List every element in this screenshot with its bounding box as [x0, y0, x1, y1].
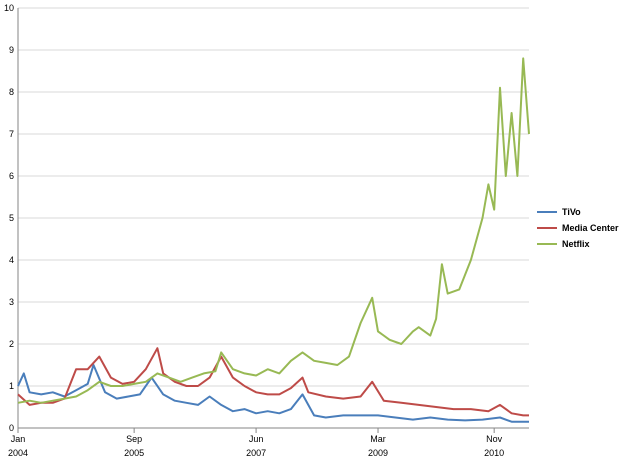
legend-label-netflix: Netflix [562, 239, 590, 249]
legend-label-tivo: TiVo [562, 207, 581, 217]
x-tick-month: Jan [11, 434, 26, 444]
y-tick-label: 1 [9, 381, 14, 391]
legend-label-media-center: Media Center [562, 223, 619, 233]
x-tick-month: Sep [126, 434, 142, 444]
x-tick-month: Nov [486, 434, 503, 444]
y-tick-label: 5 [9, 213, 14, 223]
gridlines [18, 7, 529, 429]
y-tick-label: 2 [9, 339, 14, 349]
x-tick-year: 2004 [8, 448, 28, 458]
x-axis-ticks: Jan 2004 Sep 2005 Jun 2007 Mar 2009 Nov 2010 [8, 428, 504, 458]
y-tick-label: 10 [4, 3, 14, 13]
series-line-media-center [17, 347, 529, 417]
y-tick-label: 8 [9, 87, 14, 97]
x-tick-year: 2007 [246, 448, 266, 458]
y-axis-ticks: 0 1 2 3 4 5 6 7 8 9 10 [4, 3, 14, 433]
x-tick-month: Jun [249, 434, 264, 444]
series-line-tivo [17, 364, 529, 423]
series-lines [17, 57, 530, 423]
x-tick-year: 2009 [368, 448, 388, 458]
series-line-netflix [17, 57, 530, 404]
y-tick-label: 4 [9, 255, 14, 265]
legend: TiVo Media Center Netflix [537, 207, 619, 249]
y-tick-label: 6 [9, 171, 14, 181]
y-tick-label: 3 [9, 297, 14, 307]
y-tick-label: 9 [9, 45, 14, 55]
x-tick-year: 2010 [484, 448, 504, 458]
y-tick-label: 0 [9, 423, 14, 433]
x-tick-year: 2005 [124, 448, 144, 458]
y-tick-label: 7 [9, 129, 14, 139]
axes [17, 8, 529, 429]
x-tick-month: Mar [370, 434, 386, 444]
